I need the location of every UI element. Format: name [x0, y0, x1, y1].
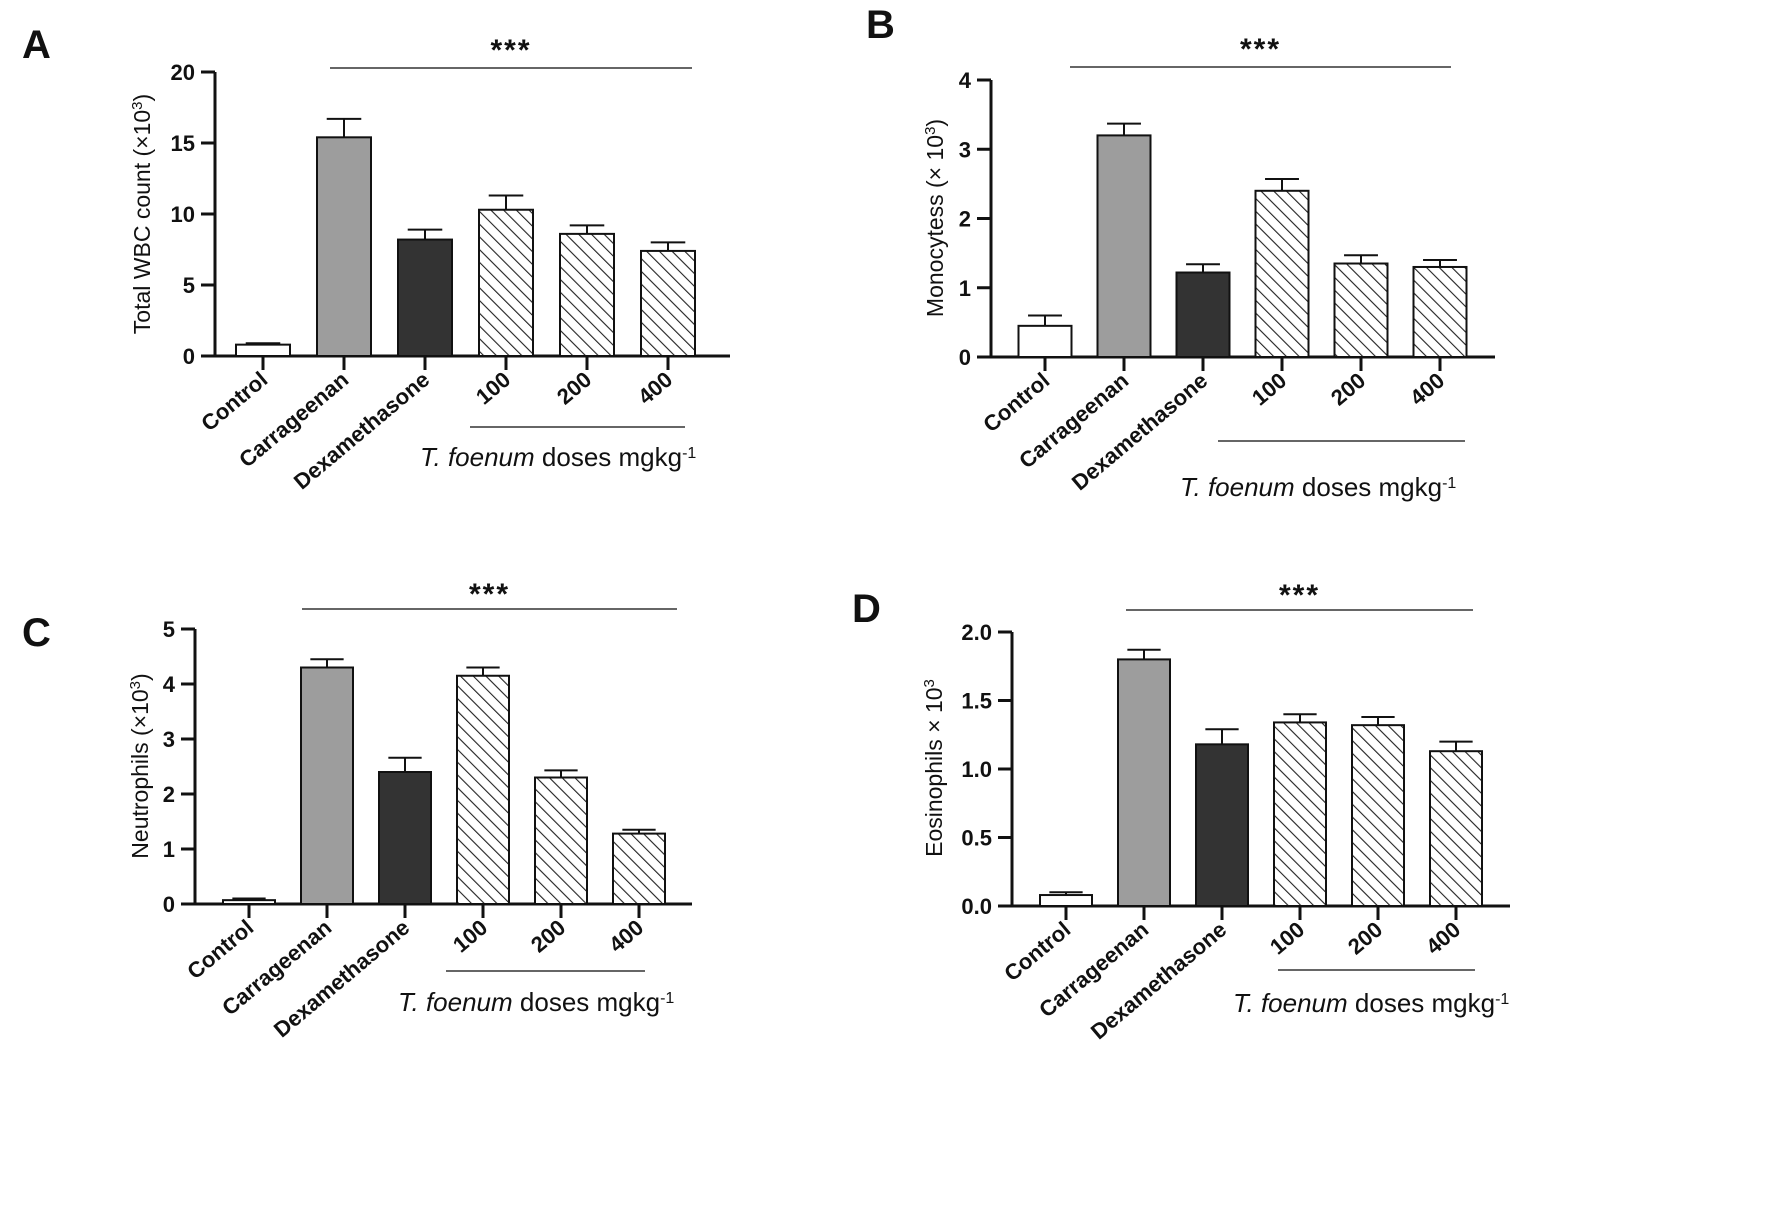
bar-carrageenan — [1117, 658, 1171, 908]
y-tick-label: 1.5 — [961, 689, 992, 714]
bar-100 — [1273, 721, 1327, 907]
bar-200 — [1351, 724, 1405, 907]
bar-200 — [534, 776, 588, 905]
y-tick-label: 15 — [171, 131, 195, 156]
bar-dexamethasone — [397, 238, 453, 357]
y-axis-label: Total WBC count (×103) — [129, 94, 156, 334]
bar-100 — [456, 674, 510, 905]
bar-100 — [478, 208, 534, 357]
x-tick-label: Control — [182, 915, 258, 984]
y-axis-label: Eosinophils × 103 — [921, 679, 948, 857]
x-tick-label: 400 — [1405, 368, 1449, 411]
x-tick-label: 200 — [552, 367, 596, 410]
y-tick-label: 2.0 — [961, 620, 992, 645]
dose-group-label: T. foenum doses mgkg-1 — [398, 987, 674, 1017]
bar-dexamethasone — [1195, 743, 1249, 908]
y-tick-label: 3 — [163, 727, 175, 752]
y-tick-label: 5 — [183, 273, 195, 298]
y-tick-label: 1 — [959, 276, 971, 301]
dose-group-label: T. foenum doses mgkg-1 — [1233, 988, 1509, 1018]
x-tick-label: 100 — [1265, 917, 1309, 960]
bar-control — [235, 343, 291, 358]
bar-dexamethasone — [378, 771, 432, 905]
x-tick-label: Control — [999, 917, 1075, 986]
panel-letter: A — [22, 23, 51, 67]
dose-group-label: T. foenum doses mgkg-1 — [1180, 472, 1456, 502]
bar-100 — [1254, 189, 1310, 358]
y-tick-label: 0.5 — [961, 826, 992, 851]
significance-stars: *** — [490, 34, 531, 67]
x-tick-label: 200 — [1326, 368, 1370, 411]
x-tick-label: Dexamethasone — [289, 367, 434, 495]
y-tick-label: 4 — [163, 672, 176, 697]
bar-200 — [1333, 262, 1389, 359]
y-axis-label: Neutrophils (×103) — [127, 673, 154, 858]
y-tick-label: 2 — [163, 782, 175, 807]
x-tick-label: Dexamethasone — [1086, 917, 1231, 1045]
y-tick-label: 20 — [171, 60, 195, 85]
y-tick-label: 4 — [959, 68, 972, 93]
y-tick-label: 0 — [163, 892, 175, 917]
x-tick-label: Control — [978, 368, 1054, 437]
bar-400 — [1429, 750, 1483, 907]
bar-400 — [640, 249, 696, 357]
y-tick-label: 0 — [183, 344, 195, 369]
chart-panel-d: D 0.0 0.5 1.0 1.5 2.0 Eosinophils × 103 Control… — [852, 579, 1510, 1044]
x-tick-label: 100 — [448, 915, 492, 958]
bar-dexamethasone — [1175, 271, 1231, 359]
y-tick-label: 10 — [171, 202, 195, 227]
significance-stars: *** — [1240, 33, 1281, 66]
x-tick-label: 100 — [1247, 368, 1291, 411]
bar-200 — [559, 232, 615, 358]
bar-control — [222, 899, 276, 906]
bar-carrageenan — [300, 666, 354, 905]
y-tick-label: 0 — [959, 345, 971, 370]
y-tick-label: 3 — [959, 137, 971, 162]
bar-400 — [612, 832, 666, 905]
bar-400 — [1412, 265, 1468, 359]
y-tick-label: 1.0 — [961, 757, 992, 782]
y-tick-label: 5 — [163, 617, 175, 642]
bar-control — [1039, 894, 1093, 907]
x-tick-label: 400 — [633, 367, 677, 410]
significance-stars: *** — [469, 578, 510, 611]
x-tick-label: 400 — [604, 915, 648, 958]
x-tick-label: Dexamethasone — [269, 915, 414, 1043]
panel-letter: D — [852, 587, 881, 631]
x-tick-label: 400 — [1421, 917, 1465, 960]
x-tick-label: Control — [196, 367, 272, 436]
y-tick-label: 2 — [959, 207, 971, 232]
dose-group-label: T. foenum doses mgkg-1 — [420, 442, 696, 472]
bar-carrageenan — [1096, 134, 1152, 358]
x-tick-label: 200 — [1343, 917, 1387, 960]
bar-carrageenan — [316, 136, 372, 357]
x-tick-label: 100 — [471, 367, 515, 410]
panel-letter: B — [866, 3, 895, 47]
bar-control — [1017, 324, 1073, 358]
x-tick-label: 200 — [526, 915, 570, 958]
panel-letter: C — [22, 611, 51, 655]
y-tick-label: 1 — [163, 837, 175, 862]
significance-stars: *** — [1279, 579, 1320, 612]
y-axis-label: Monocytess (× 103) — [922, 119, 949, 317]
y-tick-label: 0.0 — [961, 894, 992, 919]
